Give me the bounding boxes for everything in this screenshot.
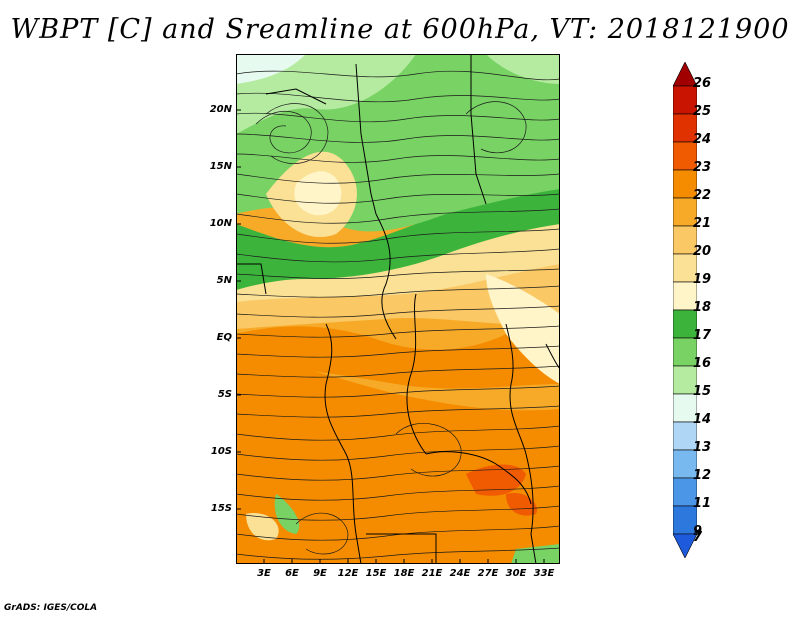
colorbar-label: 18 [693, 300, 712, 315]
lon-label-9e: 9E [313, 568, 327, 579]
colorbar-segment [673, 421, 697, 451]
lon-label-33e: 33E [533, 568, 555, 579]
colorbar-label: 7 [693, 530, 703, 545]
lon-label-30e: 30E [505, 568, 527, 579]
colorbar-segment [673, 505, 697, 535]
lat-label-10n: 10N [209, 218, 232, 229]
colorbar-segment [673, 449, 697, 479]
lon-label-27e: 27E [477, 568, 499, 579]
colorbar-segment [673, 113, 697, 143]
lat-label-15n: 15N [209, 161, 232, 172]
streamlines [236, 70, 560, 560]
colorbar-label: 23 [693, 160, 712, 175]
colorbar-label: 25 [693, 104, 712, 119]
colorbar [673, 62, 697, 558]
lon-label-12e: 12E [337, 568, 359, 579]
colorbar-label: 17 [693, 328, 712, 343]
lon-label-6e: 6E [285, 568, 299, 579]
colorbar-label: 19 [693, 272, 712, 287]
map-title: WBPT [C] and Sreamline at 600hPa, VT: 20… [10, 14, 790, 45]
colorbar-label: 11 [693, 496, 712, 511]
colorbar-label: 22 [693, 188, 712, 203]
lat-label-15s: 15S [210, 503, 232, 514]
lat-label-10s: 10S [210, 446, 232, 457]
lon-label-24e: 24E [449, 568, 471, 579]
map-panel [236, 54, 560, 564]
lon-label-3e: 3E [257, 568, 271, 579]
colorbar-label: 16 [693, 356, 712, 371]
lat-label-20n: 20N [209, 104, 232, 115]
lon-label-15e: 15E [365, 568, 387, 579]
lat-label-5n: 5N [216, 275, 232, 286]
colorbar-label: 15 [693, 384, 712, 399]
colorbar-segment [673, 169, 697, 199]
lat-label-eq: EQ [216, 332, 232, 343]
colorbar-bottom-arrow [673, 533, 697, 558]
wbpt-field [236, 54, 560, 564]
colorbar-label: 24 [693, 132, 712, 147]
colorbar-label: 12 [693, 468, 712, 483]
colorbar-label: 9 [693, 524, 703, 539]
colorbar-label: 13 [693, 440, 712, 455]
colorbar-label: 21 [693, 216, 712, 231]
colorbar-segment [673, 393, 697, 423]
footer-credit: GrADS: IGES/COLA [4, 603, 98, 613]
colorbar-label: 26 [693, 76, 712, 91]
colorbar-segment [673, 197, 697, 227]
colorbar-label: 20 [693, 244, 712, 259]
colorbar-label: 14 [693, 412, 712, 427]
lat-label-5s: 5S [217, 389, 232, 400]
map-frame [236, 54, 560, 564]
lon-label-21e: 21E [421, 568, 443, 579]
country-borders [236, 54, 560, 564]
lon-label-18e: 18E [393, 568, 415, 579]
